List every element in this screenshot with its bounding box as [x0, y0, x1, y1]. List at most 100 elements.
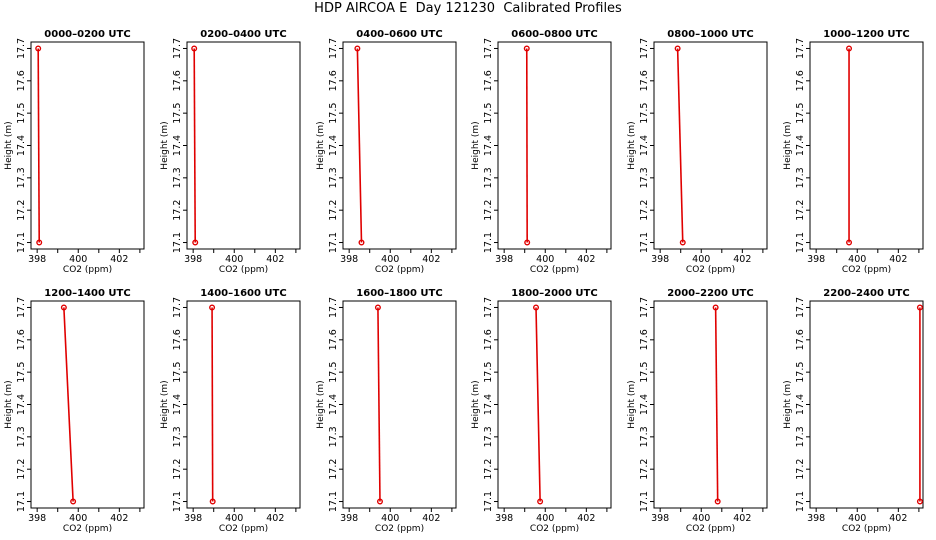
x-tick-label: 402: [422, 513, 440, 524]
plot-frame: [342, 300, 457, 509]
y-tick-label: 17.6: [483, 70, 494, 91]
profile-point: [846, 45, 853, 52]
y-tick-label: 17.1: [172, 232, 183, 253]
x-tick-label: 400: [692, 513, 710, 524]
y-tick-label: 17.3: [172, 167, 183, 188]
x-tick-label: 400: [848, 254, 866, 265]
y-tick-label: 17.7: [16, 38, 27, 59]
profile-line: [535, 307, 541, 502]
x-axis-label: CO2 (ppm): [530, 265, 579, 275]
y-tick-label: 17.7: [483, 38, 494, 59]
y-tick-label: 17.5: [639, 362, 650, 383]
y-tick-label: 17.4: [639, 135, 650, 156]
x-tick-label: 398: [651, 254, 669, 265]
y-tick-label: 17.5: [483, 362, 494, 383]
y-tick-label: 17.6: [639, 70, 650, 91]
y-tick-label: 17.3: [795, 426, 806, 447]
y-tick-label: 17.3: [16, 426, 27, 447]
y-axis-label: Height (m): [627, 380, 637, 428]
y-axis-label: Height (m): [471, 121, 481, 169]
y-tick-label: 17.2: [172, 459, 183, 480]
y-tick-label: 17.6: [795, 70, 806, 91]
plot-frame: [30, 41, 145, 250]
y-tick-label: 17.1: [483, 232, 494, 253]
y-tick-label: 17.2: [172, 200, 183, 221]
profile-line: [714, 307, 719, 502]
y-tick-label: 17.4: [16, 394, 27, 415]
panel-title: 0200–0400 UTC: [200, 29, 286, 40]
x-axis-label: CO2 (ppm): [63, 265, 112, 275]
profile-point: [524, 239, 531, 246]
y-tick-label: 17.5: [16, 103, 27, 124]
plot-frame: [30, 300, 145, 509]
profile-point: [714, 498, 721, 505]
y-tick-label: 17.6: [172, 70, 183, 91]
y-tick-label: 17.7: [328, 38, 339, 59]
profile-point: [374, 304, 381, 311]
panel-title: 0000–0200 UTC: [44, 29, 130, 40]
profile-point: [358, 239, 365, 246]
y-axis-label: Height (m): [160, 380, 170, 428]
y-axis-label: Height (m): [471, 380, 481, 428]
y-axis-label: Height (m): [783, 121, 793, 169]
x-tick-label: 402: [889, 513, 907, 524]
x-tick-label: 402: [110, 513, 128, 524]
panel-title: 0400–0600 UTC: [356, 29, 442, 40]
x-tick-label: 398: [495, 254, 513, 265]
profile-point: [376, 498, 383, 505]
x-tick-label: 402: [266, 254, 284, 265]
profile-line: [676, 48, 684, 243]
y-tick-label: 17.2: [639, 200, 650, 221]
y-tick-label: 17.4: [483, 135, 494, 156]
y-tick-label: 17.6: [172, 329, 183, 350]
x-tick-label: 398: [184, 513, 202, 524]
figure-title: HDP AIRCOA E Day 121230 Calibrated Profi…: [314, 1, 622, 16]
y-axis-label: Height (m): [4, 380, 14, 428]
x-axis-label: CO2 (ppm): [686, 265, 735, 275]
profile-point: [916, 304, 923, 311]
y-tick-label: 17.7: [795, 38, 806, 59]
panel-title: 2000–2200 UTC: [667, 288, 753, 299]
x-tick-label: 400: [69, 513, 87, 524]
y-tick-label: 17.3: [483, 167, 494, 188]
x-tick-label: 398: [651, 513, 669, 524]
y-tick-label: 17.4: [328, 135, 339, 156]
y-tick-label: 17.4: [172, 135, 183, 156]
profile-point: [679, 239, 686, 246]
x-tick-label: 402: [889, 254, 907, 265]
y-tick-label: 17.3: [16, 167, 27, 188]
x-tick-label: 398: [340, 513, 358, 524]
panel-title: 0800–1000 UTC: [667, 29, 753, 40]
y-tick-label: 17.1: [639, 232, 650, 253]
y-tick-label: 17.7: [16, 297, 27, 318]
x-axis-label: CO2 (ppm): [375, 524, 424, 534]
x-tick-label: 402: [266, 513, 284, 524]
x-tick-label: 402: [577, 254, 595, 265]
profile-point: [523, 45, 530, 52]
y-tick-label: 17.1: [483, 491, 494, 512]
y-axis-label: Height (m): [627, 121, 637, 169]
y-tick-label: 17.5: [328, 103, 339, 124]
y-tick-label: 17.7: [172, 297, 183, 318]
y-tick-label: 17.7: [795, 297, 806, 318]
y-tick-label: 17.1: [172, 491, 183, 512]
y-tick-label: 17.7: [639, 38, 650, 59]
plot-frame: [186, 41, 301, 250]
x-tick-label: 400: [381, 513, 399, 524]
y-tick-label: 17.5: [172, 362, 183, 383]
x-axis-label: CO2 (ppm): [219, 265, 268, 275]
x-tick-label: 398: [807, 254, 825, 265]
y-tick-label: 17.6: [483, 329, 494, 350]
y-tick-label: 17.4: [795, 394, 806, 415]
y-tick-label: 17.1: [328, 491, 339, 512]
y-tick-label: 17.6: [16, 70, 27, 91]
profile-point: [916, 498, 923, 505]
profile-line: [211, 307, 214, 502]
plot-frame: [497, 300, 612, 509]
